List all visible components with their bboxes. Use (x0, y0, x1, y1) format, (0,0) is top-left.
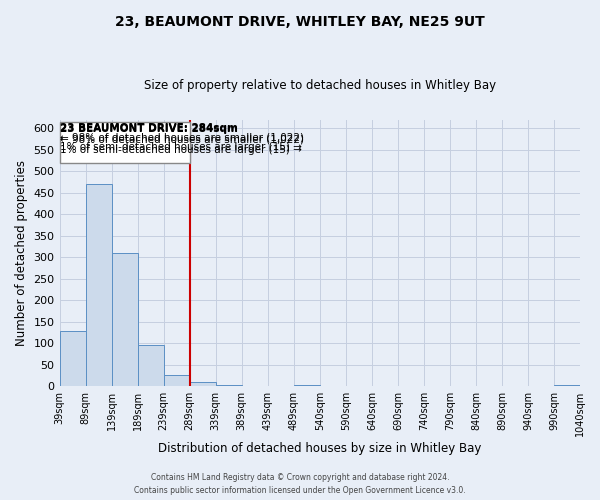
Text: ← 98% of detached houses are smaller (1,022): ← 98% of detached houses are smaller (1,… (59, 134, 304, 144)
Text: ← 98% of detached houses are smaller (1,022): ← 98% of detached houses are smaller (1,… (59, 132, 304, 142)
Bar (59, 332, 86, 386)
Bar (215, 384, 242, 386)
Title: Size of property relative to detached houses in Whitley Bay: Size of property relative to detached ho… (144, 79, 496, 92)
Text: Contains HM Land Registry data © Crown copyright and database right 2024.
Contai: Contains HM Land Registry data © Crown c… (134, 474, 466, 495)
Text: 23, BEAUMONT DRIVE, WHITLEY BAY, NE25 9UT: 23, BEAUMONT DRIVE, WHITLEY BAY, NE25 9U… (115, 15, 485, 29)
Bar (293, 385, 320, 386)
Bar (86, 184, 112, 386)
Bar (190, 382, 215, 386)
Bar (164, 374, 190, 386)
Bar (112, 252, 137, 386)
Bar (137, 346, 164, 387)
Text: 1% of semi-detached houses are larger (15) →: 1% of semi-detached houses are larger (1… (59, 144, 301, 154)
Text: 23 BEAUMONT DRIVE: 284sqm: 23 BEAUMONT DRIVE: 284sqm (59, 123, 238, 133)
Y-axis label: Number of detached properties: Number of detached properties (15, 160, 28, 346)
Text: 23 BEAUMONT DRIVE: 284sqm: 23 BEAUMONT DRIVE: 284sqm (59, 124, 238, 134)
Text: 1% of semi-detached houses are larger (15) →: 1% of semi-detached houses are larger (1… (59, 142, 301, 152)
FancyBboxPatch shape (59, 122, 190, 162)
X-axis label: Distribution of detached houses by size in Whitley Bay: Distribution of detached houses by size … (158, 442, 481, 455)
